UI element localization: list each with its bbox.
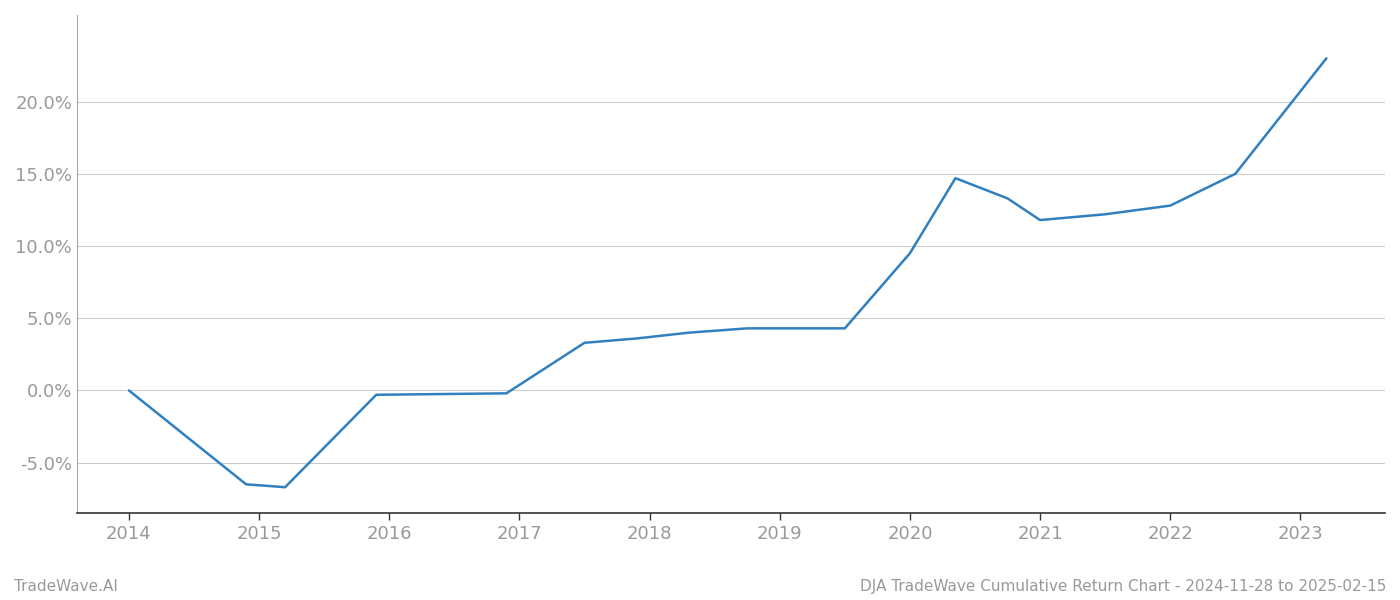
Text: DJA TradeWave Cumulative Return Chart - 2024-11-28 to 2025-02-15: DJA TradeWave Cumulative Return Chart - … bbox=[860, 579, 1386, 594]
Text: TradeWave.AI: TradeWave.AI bbox=[14, 579, 118, 594]
